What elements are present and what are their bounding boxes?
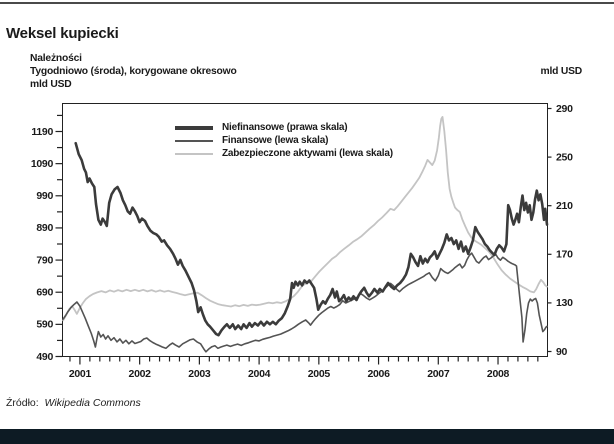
page-title: Weksel kupiecki — [6, 25, 119, 42]
bottom-bar — [0, 429, 614, 444]
svg-text:2002: 2002 — [129, 368, 152, 380]
legend-label: Finansowe (lewa skala) — [222, 135, 329, 146]
legend-item-finansowe: Finansowe (lewa skala) — [175, 134, 393, 147]
svg-text:2005: 2005 — [308, 368, 331, 380]
legend-label: Zabezpieczone aktywami (lewa skala) — [222, 148, 393, 159]
chart-subtitle: Należności Tygodniowo (środa), korygowan… — [30, 53, 237, 91]
svg-text:990: 990 — [36, 190, 53, 202]
svg-text:90: 90 — [556, 346, 568, 358]
svg-text:1090: 1090 — [31, 158, 54, 170]
legend-label: Niefinansowe (prawa skala) — [222, 122, 348, 133]
svg-text:2006: 2006 — [367, 368, 390, 380]
svg-text:2001: 2001 — [69, 368, 92, 380]
svg-text:690: 690 — [36, 287, 53, 299]
right-axis-title: mld USD — [540, 66, 582, 77]
svg-text:490: 490 — [36, 351, 53, 363]
svg-text:170: 170 — [556, 249, 573, 261]
svg-text:590: 590 — [36, 319, 53, 331]
legend-item-zabezpieczone: Zabezpieczone aktywami (lewa skala) — [175, 147, 393, 160]
svg-text:1190: 1190 — [31, 126, 53, 138]
svg-text:2004: 2004 — [248, 368, 271, 380]
svg-text:2007: 2007 — [427, 368, 450, 380]
chart-canvas: 490 590 690 790 890 990 1090 1190 90 130 170 210 250… — [31, 103, 574, 380]
chart-legend: Niefinansowe (prawa skala) Finansowe (le… — [175, 121, 393, 160]
svg-text:130: 130 — [556, 297, 573, 309]
subtitle-line-1: Należności — [30, 53, 82, 64]
subtitle-line-2: Tygodniowo (środa), korygowane okresowo — [30, 65, 237, 77]
niefinansowe-line-swatch — [175, 125, 213, 130]
finansowe-line-swatch — [175, 139, 213, 142]
svg-text:890: 890 — [36, 222, 53, 234]
svg-text:210: 210 — [556, 200, 573, 212]
svg-text:250: 250 — [556, 151, 573, 163]
zabezpieczone-line-swatch — [175, 152, 213, 155]
svg-text:2008: 2008 — [487, 368, 510, 380]
source-prefix: Źródło: — [6, 397, 39, 409]
top-rule — [0, 2, 614, 4]
svg-text:290: 290 — [556, 103, 573, 115]
subtitle-line-3: mld USD — [30, 78, 72, 90]
legend-item-niefinansowe: Niefinansowe (prawa skala) — [175, 121, 393, 134]
svg-text:790: 790 — [36, 254, 53, 266]
source-name: Wikipedia Commons — [44, 397, 141, 409]
svg-text:2003: 2003 — [188, 368, 211, 380]
source-line: Źródło: Wikipedia Commons — [6, 397, 141, 409]
